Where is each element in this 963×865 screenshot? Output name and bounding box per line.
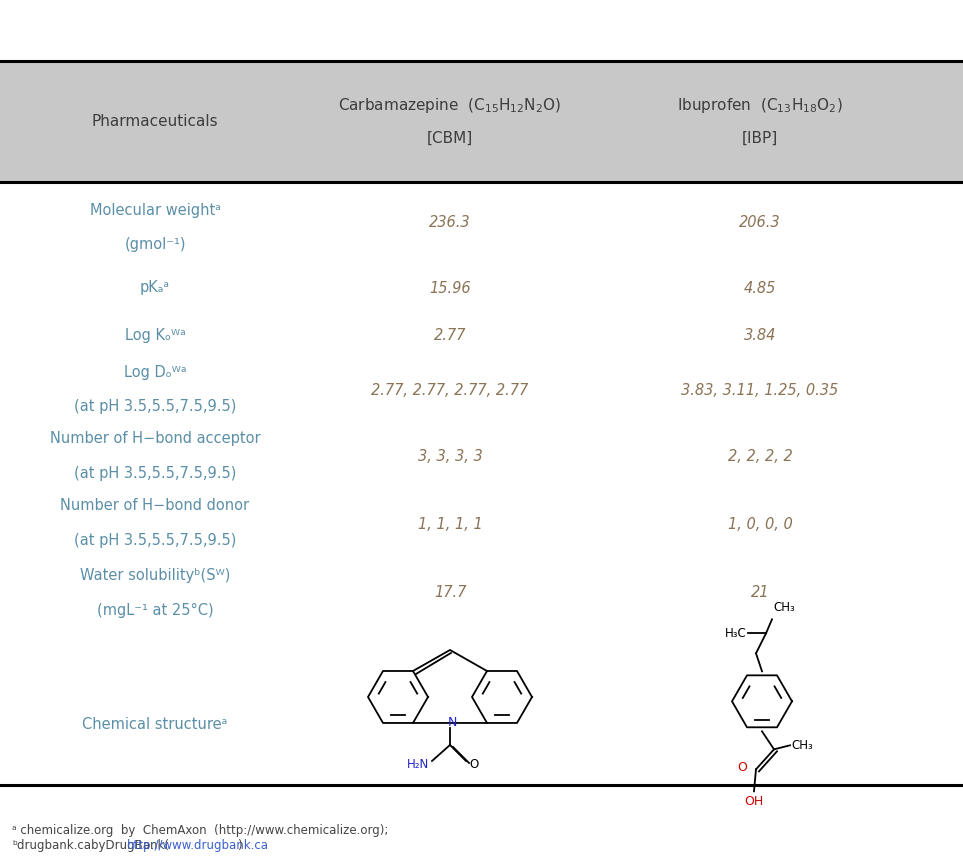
- Bar: [0, 61, 963, 182]
- Text: (at pH 3.5,5.5,7.5,9.5): (at pH 3.5,5.5,7.5,9.5): [74, 400, 236, 414]
- Text: 2.77, 2.77, 2.77, 2.77: 2.77, 2.77, 2.77, 2.77: [372, 382, 529, 398]
- Text: 236.3: 236.3: [429, 215, 471, 230]
- Text: Log Dₒᵂᵃ: Log Dₒᵂᵃ: [124, 365, 186, 380]
- Text: (at pH 3.5,5.5,7.5,9.5): (at pH 3.5,5.5,7.5,9.5): [74, 465, 236, 481]
- Text: 17.7: 17.7: [433, 585, 466, 600]
- Text: pKₐᵃ: pKₐᵃ: [140, 280, 170, 295]
- Text: 2, 2, 2, 2: 2, 2, 2, 2: [728, 449, 793, 465]
- Text: O: O: [737, 761, 747, 774]
- Text: 206.3: 206.3: [740, 215, 781, 230]
- Text: CH₃: CH₃: [773, 601, 794, 614]
- Text: O: O: [469, 759, 479, 772]
- Text: OH: OH: [744, 795, 764, 808]
- Text: H₃C: H₃C: [725, 627, 747, 640]
- Text: Log Kₒᵂᵃ: Log Kₒᵂᵃ: [124, 328, 185, 343]
- Text: 2.77: 2.77: [433, 328, 466, 343]
- Text: ᵇdrugbank.cabyDrugBank(: ᵇdrugbank.cabyDrugBank(: [12, 839, 169, 853]
- Text: 3.83, 3.11, 1.25, 0.35: 3.83, 3.11, 1.25, 0.35: [682, 382, 839, 398]
- Text: Water solubilityᵇ(Sᵂ): Water solubilityᵇ(Sᵂ): [80, 568, 230, 583]
- Text: [IBP]: [IBP]: [742, 131, 778, 146]
- Text: 21: 21: [751, 585, 769, 600]
- Text: http://www.drugbank.ca: http://www.drugbank.ca: [127, 839, 269, 853]
- Text: (gmol⁻¹): (gmol⁻¹): [124, 237, 186, 253]
- Text: 1, 0, 0, 0: 1, 0, 0, 0: [728, 516, 793, 532]
- Text: ᵃ chemicalize.org  by  ChemAxon  (http://www.chemicalize.org);: ᵃ chemicalize.org by ChemAxon (http://ww…: [12, 823, 388, 837]
- Text: 4.85: 4.85: [743, 280, 776, 296]
- Text: [CBM]: [CBM]: [427, 131, 473, 146]
- Text: H₂N: H₂N: [407, 759, 429, 772]
- Text: (mgL⁻¹ at 25°C): (mgL⁻¹ at 25°C): [96, 603, 214, 618]
- Text: N: N: [447, 716, 456, 729]
- Text: 15.96: 15.96: [429, 280, 471, 296]
- Text: Chemical structureᵃ: Chemical structureᵃ: [83, 717, 227, 732]
- Text: CH₃: CH₃: [792, 739, 813, 752]
- Text: Number of H−bond acceptor: Number of H−bond acceptor: [50, 431, 260, 446]
- Text: 1, 1, 1, 1: 1, 1, 1, 1: [418, 516, 482, 532]
- Text: Number of H−bond donor: Number of H−bond donor: [61, 498, 249, 513]
- Text: 3.84: 3.84: [743, 328, 776, 343]
- Text: Ibuprofen  (C$_{13}$H$_{18}$O$_{2}$): Ibuprofen (C$_{13}$H$_{18}$O$_{2}$): [677, 96, 843, 115]
- Text: 3, 3, 3, 3: 3, 3, 3, 3: [418, 449, 482, 465]
- Text: ): ): [237, 839, 242, 853]
- Text: Pharmaceuticals: Pharmaceuticals: [91, 113, 219, 129]
- Text: (at pH 3.5,5.5,7.5,9.5): (at pH 3.5,5.5,7.5,9.5): [74, 533, 236, 548]
- Text: Carbamazepine  (C$_{15}$H$_{12}$N$_{2}$O): Carbamazepine (C$_{15}$H$_{12}$N$_{2}$O): [338, 96, 561, 115]
- Text: Molecular weightᵃ: Molecular weightᵃ: [90, 202, 221, 218]
